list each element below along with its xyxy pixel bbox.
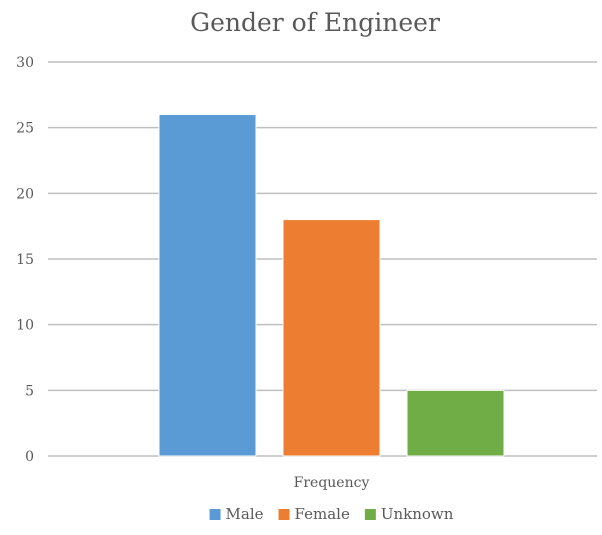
- bars: [158, 114, 505, 457]
- legend: Male Female Unknown: [209, 505, 454, 523]
- y-tick-label: 20: [16, 186, 34, 202]
- legend-label-female: Female: [295, 505, 350, 523]
- y-tick-label: 25: [16, 121, 34, 137]
- bar-female: [282, 219, 381, 457]
- y-axis-tick-labels: 0 5 10 15 20 25 30: [16, 55, 34, 465]
- legend-swatch-female: [278, 509, 290, 520]
- bar-unknown: [406, 389, 505, 457]
- x-axis-category-labels: Frequency: [294, 475, 370, 491]
- y-tick-label: 10: [16, 318, 34, 334]
- bar-male: [158, 114, 257, 457]
- y-tick-label: 0: [25, 449, 34, 465]
- chart-title: Gender of Engineer: [190, 8, 440, 37]
- legend-swatch-unknown: [364, 509, 376, 520]
- y-tick-label: 30: [16, 55, 34, 71]
- legend-label-male: Male: [226, 505, 264, 523]
- legend-swatch-male: [209, 509, 221, 520]
- y-tick-label: 5: [25, 383, 34, 399]
- y-tick-label: 15: [16, 252, 34, 268]
- x-category-label: Frequency: [294, 475, 370, 491]
- legend-label-unknown: Unknown: [381, 505, 454, 523]
